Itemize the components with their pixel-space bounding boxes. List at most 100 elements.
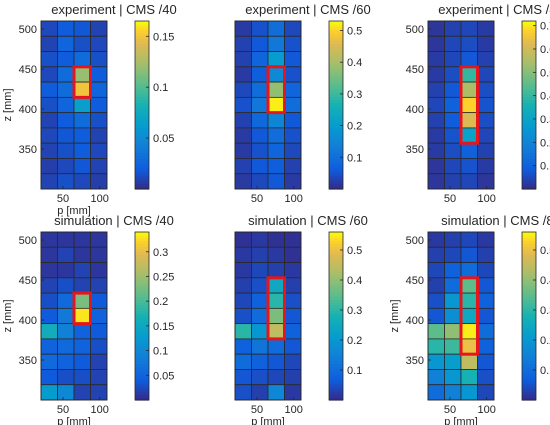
colorbar-segment — [135, 288, 149, 292]
heatmap-cell — [444, 173, 462, 190]
colorbar-segment — [522, 377, 536, 381]
heatmap-cell — [251, 292, 269, 309]
colorbar-segment — [135, 344, 149, 348]
x-tick-label: 50 — [444, 404, 456, 416]
heatmap-cell — [267, 66, 285, 83]
colorbar-segment — [522, 380, 536, 384]
colorbar-segment — [522, 276, 536, 281]
colorbar-segment — [135, 29, 149, 33]
colorbar-segment — [329, 85, 343, 89]
x-tick-label: 50 — [251, 404, 263, 416]
colorbar-segment — [135, 149, 149, 154]
y-tick-label: 400 — [406, 104, 424, 116]
heatmap-cell — [284, 384, 302, 401]
heatmap-cell — [40, 246, 58, 263]
heatmap-cell — [251, 35, 269, 52]
heatmap-cell — [234, 20, 252, 37]
heatmap-cell — [90, 277, 108, 294]
y-tick-label: 500 — [19, 24, 37, 36]
heatmap-cell — [284, 51, 302, 68]
heatmap-cell — [477, 231, 495, 248]
colorbar-segment — [329, 271, 343, 275]
colorbar-segment — [329, 82, 343, 86]
y-axis-label: z [mm] — [2, 89, 14, 122]
heatmap-cell — [267, 173, 285, 190]
heatmap-cell — [90, 51, 108, 68]
heatmap-cell — [284, 338, 302, 355]
colorbar-segment — [135, 91, 149, 95]
heatmap-cell — [284, 35, 302, 52]
heatmap-cell — [251, 127, 269, 144]
colorbar-segment — [522, 346, 536, 351]
heatmap-cell — [427, 112, 445, 129]
heatmap-panel-6: simulation | CMS /80 50 100 350 400 450 500 p [… — [389, 213, 550, 425]
colorbar-segment — [329, 307, 343, 311]
colorbar-segment — [135, 374, 149, 379]
colorbar-segment — [522, 274, 536, 278]
colorbar-segment — [329, 177, 343, 182]
heatmap-cell — [234, 246, 252, 263]
colorbar-segment — [522, 248, 536, 253]
colorbar-tick-label: 0.05 — [153, 370, 174, 382]
colorbar-segment — [522, 318, 536, 323]
colorbar-tick-label: 0.1 — [153, 346, 168, 358]
heatmap-cell — [284, 231, 302, 248]
heatmap-cell — [90, 292, 108, 309]
colorbar-segment — [329, 366, 343, 370]
colorbar-segment — [522, 71, 536, 75]
heatmap-cell — [477, 277, 495, 294]
colorbar-segment — [135, 133, 149, 137]
axes-frame — [427, 231, 495, 401]
colorbar-segment — [135, 155, 149, 159]
heatmap-cell — [267, 142, 285, 159]
heatmap-cell — [234, 231, 252, 248]
colorbar-segment — [135, 248, 149, 253]
colorbar-segment — [329, 293, 343, 297]
heatmap-cell — [267, 384, 285, 401]
x-tick-label: 100 — [90, 404, 108, 416]
heatmap-cell — [444, 231, 462, 248]
colorbar-segment — [135, 293, 149, 297]
colorbar-segment — [522, 135, 536, 140]
heatmap-cell — [73, 158, 91, 175]
colorbar-segment — [522, 366, 536, 370]
heatmap-cell — [251, 384, 269, 401]
colorbar-segment — [329, 172, 343, 176]
colorbar-segment — [329, 304, 343, 309]
heatmap-cell — [444, 246, 462, 263]
colorbar-segment — [522, 79, 536, 84]
colorbar-segment — [135, 40, 149, 44]
colorbar-segment — [329, 133, 343, 137]
heatmap-cell — [267, 81, 285, 98]
colorbar-segment — [522, 352, 536, 356]
heatmap-cell — [444, 262, 462, 279]
heatmap-cell — [251, 66, 269, 83]
colorbar-segment — [135, 138, 149, 142]
heatmap-cell — [460, 246, 478, 263]
colorbar-tick-label: 0.3 — [540, 305, 550, 317]
colorbar-segment — [522, 310, 536, 314]
colorbar-segment — [522, 26, 536, 30]
colorbar-segment — [135, 391, 149, 395]
colorbar-tick-label: 0.1 — [347, 365, 362, 377]
heatmap-cell — [284, 112, 302, 129]
heatmap-cell — [460, 323, 478, 340]
colorbar-segment — [329, 397, 343, 401]
colorbar-segment — [522, 40, 536, 44]
heatmap-cell — [90, 231, 108, 248]
heatmap-cell — [460, 158, 478, 175]
heatmap-cell — [477, 369, 495, 386]
x-tick-label: 100 — [284, 193, 302, 205]
heatmap-cell — [267, 246, 285, 263]
heatmap-cell — [40, 384, 58, 401]
heatmap-cell — [284, 20, 302, 37]
heatmap-cell — [460, 292, 478, 309]
heatmap-cell — [460, 35, 478, 52]
colorbar-segment — [522, 149, 536, 154]
heatmap-cell — [444, 66, 462, 83]
colorbar-segment — [135, 388, 149, 393]
colorbar-segment — [329, 46, 343, 50]
colorbar-segment — [329, 77, 343, 81]
colorbar-segment — [135, 26, 149, 30]
heatmap-cell — [284, 369, 302, 386]
